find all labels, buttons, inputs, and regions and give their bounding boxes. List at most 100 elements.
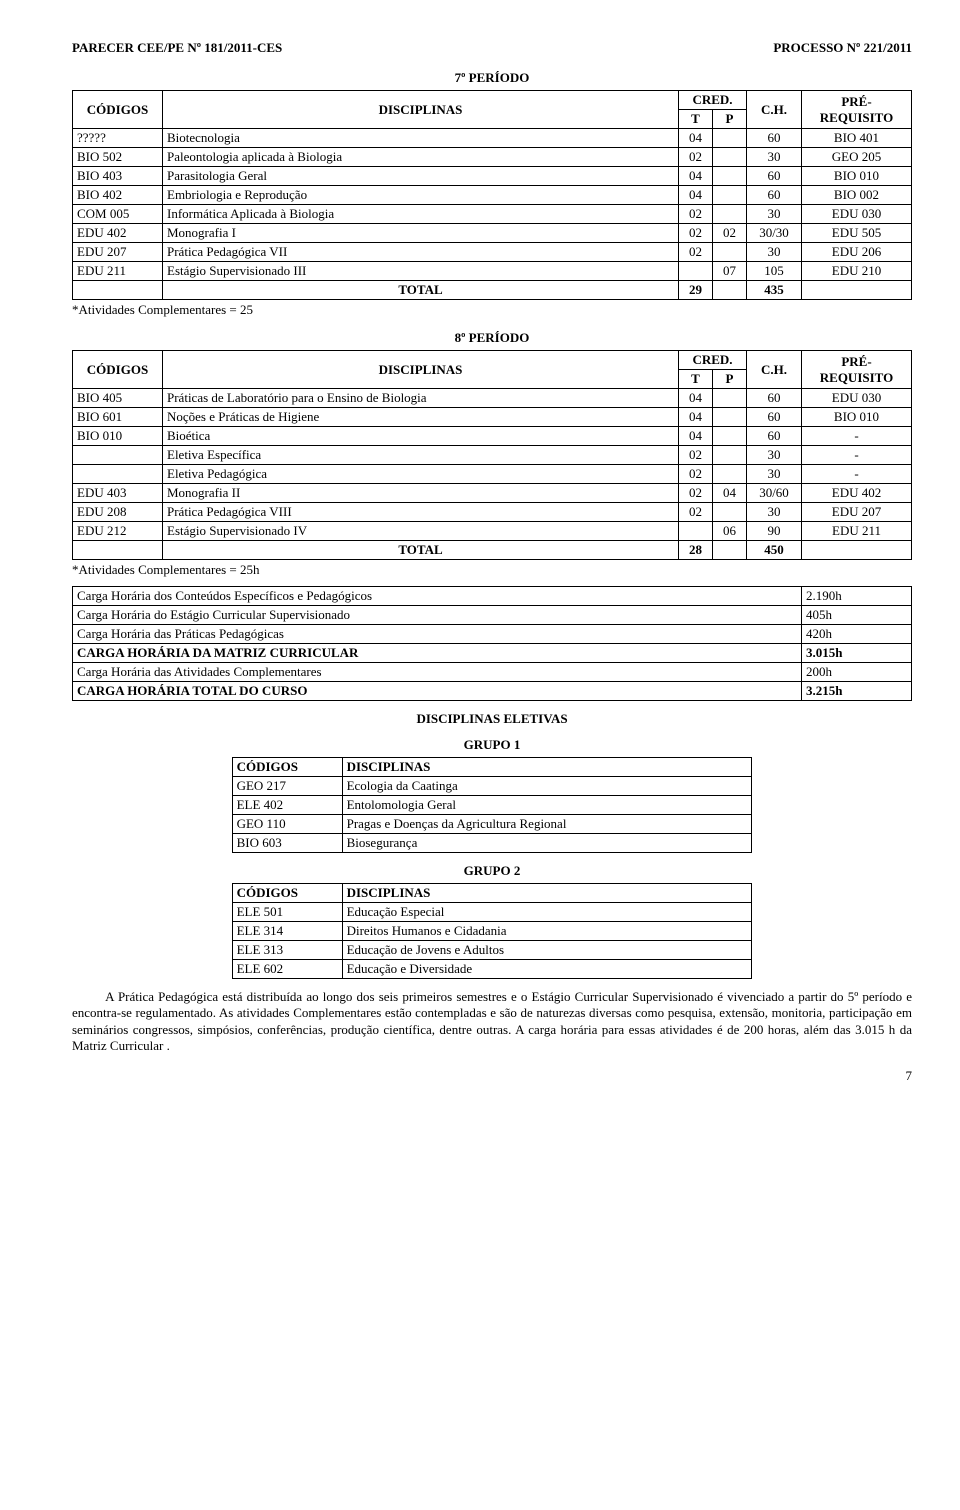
- cell-t: 02: [679, 484, 713, 503]
- table-row: BIO 502Paleontologia aplicada à Biologia…: [73, 148, 912, 167]
- cell-empty: [713, 281, 747, 300]
- cell-ch: 90: [747, 522, 802, 541]
- cell-empty: [802, 281, 912, 300]
- summary-row: Carga Horária das Práticas Pedagógicas42…: [73, 625, 912, 644]
- cell-total-label: TOTAL: [163, 281, 679, 300]
- cell-disc: Educação de Jovens e Adultos: [342, 941, 752, 960]
- table-row: Eletiva Pedagógica0230-: [73, 465, 912, 484]
- cell-p: [713, 186, 747, 205]
- cell-empty: [802, 541, 912, 560]
- th-disc: DISCIPLINAS: [342, 884, 752, 903]
- summary-label: CARGA HORÁRIA TOTAL DO CURSO: [73, 682, 802, 701]
- cell-ch: 60: [747, 408, 802, 427]
- table-row: Eletiva Específica0230-: [73, 446, 912, 465]
- cell-ch: 30: [747, 503, 802, 522]
- grupo1-title: GRUPO 1: [72, 737, 912, 753]
- cell-t: 04: [679, 129, 713, 148]
- cell-ch: 30: [747, 446, 802, 465]
- cell-cod: ?????: [73, 129, 163, 148]
- cell-p: [713, 465, 747, 484]
- group-row: ELE 501Educação Especial: [232, 903, 752, 922]
- cell-req: -: [802, 427, 912, 446]
- cell-req: EDU 030: [802, 205, 912, 224]
- cell-p: 02: [713, 224, 747, 243]
- cell-cod: BIO 601: [73, 408, 163, 427]
- cell-disc: Embriologia e Reprodução: [163, 186, 679, 205]
- cell-disc: Paleontologia aplicada à Biologia: [163, 148, 679, 167]
- cell-disc: Biotecnologia: [163, 129, 679, 148]
- cell-p: [713, 167, 747, 186]
- table-row: EDU 403Monografia II020430/60EDU 402: [73, 484, 912, 503]
- cell-cod: ELE 313: [232, 941, 342, 960]
- th-cred: CRED.: [679, 351, 747, 370]
- cell-p: [713, 148, 747, 167]
- page-header: PARECER CEE/PE Nº 181/2011-CES PROCESSO …: [72, 40, 912, 56]
- cell-cod: ELE 501: [232, 903, 342, 922]
- cell-req: BIO 002: [802, 186, 912, 205]
- table-row: EDU 211Estágio Supervisionado III07105ED…: [73, 262, 912, 281]
- cell-empty: [73, 541, 163, 560]
- summary-label: Carga Horária das Atividades Complementa…: [73, 663, 802, 682]
- cell-ch: 30/60: [747, 484, 802, 503]
- grupo1-table: CÓDIGOSDISCIPLINASGEO 217Ecologia da Caa…: [232, 757, 753, 853]
- cell-cod: BIO 402: [73, 186, 163, 205]
- cell-disc: Biosegurança: [342, 834, 752, 853]
- th-cod: CÓDIGOS: [232, 758, 342, 777]
- cell-p: [713, 503, 747, 522]
- cell-disc: Estágio Supervisionado III: [163, 262, 679, 281]
- period8-title: 8º PERÍODO: [72, 330, 912, 346]
- grupo2-table: CÓDIGOSDISCIPLINASELE 501Educação Especi…: [232, 883, 753, 979]
- summary-value: 3.015h: [802, 644, 912, 663]
- table-row: BIO 601Noções e Práticas de Higiene0460B…: [73, 408, 912, 427]
- cell-disc: Prática Pedagógica VIII: [163, 503, 679, 522]
- cell-p: [713, 446, 747, 465]
- summary-value: 200h: [802, 663, 912, 682]
- cell-empty: [73, 281, 163, 300]
- table-row: BIO 405Práticas de Laboratório para o En…: [73, 389, 912, 408]
- summary-row: CARGA HORÁRIA TOTAL DO CURSO3.215h: [73, 682, 912, 701]
- cell-p: 07: [713, 262, 747, 281]
- summary-row: Carga Horária dos Conteúdos Específicos …: [73, 587, 912, 606]
- summary-value: 3.215h: [802, 682, 912, 701]
- cell-p: [713, 389, 747, 408]
- cell-req: BIO 401: [802, 129, 912, 148]
- group-header-row: CÓDIGOSDISCIPLINAS: [232, 884, 752, 903]
- cell-t: 04: [679, 167, 713, 186]
- cell-t: 04: [679, 389, 713, 408]
- table-row: ?????Biotecnologia0460BIO 401: [73, 129, 912, 148]
- summary-label: Carga Horária do Estágio Curricular Supe…: [73, 606, 802, 625]
- th-p: P: [713, 370, 747, 389]
- cell-req: BIO 010: [802, 408, 912, 427]
- cell-ch: 30/30: [747, 224, 802, 243]
- header-left: PARECER CEE/PE Nº 181/2011-CES: [72, 40, 282, 56]
- cell-p: [713, 408, 747, 427]
- cell-t: 02: [679, 148, 713, 167]
- summary-value: 420h: [802, 625, 912, 644]
- cell-cod: BIO 403: [73, 167, 163, 186]
- summary-label: Carga Horária das Práticas Pedagógicas: [73, 625, 802, 644]
- cell-req: EDU 505: [802, 224, 912, 243]
- table-row: COM 005Informática Aplicada à Biologia02…: [73, 205, 912, 224]
- summary-label: CARGA HORÁRIA DA MATRIZ CURRICULAR: [73, 644, 802, 663]
- cell-cod: BIO 405: [73, 389, 163, 408]
- summary-label: Carga Horária dos Conteúdos Específicos …: [73, 587, 802, 606]
- cell-req: EDU 030: [802, 389, 912, 408]
- cell-req: GEO 205: [802, 148, 912, 167]
- th-disc: DISCIPLINAS: [342, 758, 752, 777]
- cell-disc: Direitos Humanos e Cidadania: [342, 922, 752, 941]
- cell-t: 04: [679, 408, 713, 427]
- cell-ch: 60: [747, 427, 802, 446]
- page-number: 7: [72, 1068, 912, 1084]
- table-row: EDU 212Estágio Supervisionado IV0690EDU …: [73, 522, 912, 541]
- cell-req: EDU 206: [802, 243, 912, 262]
- cell-disc: Bioética: [163, 427, 679, 446]
- cell-p: 04: [713, 484, 747, 503]
- table-row: BIO 403Parasitologia Geral0460BIO 010: [73, 167, 912, 186]
- period7-note: *Atividades Complementares = 25: [72, 302, 912, 318]
- cell-req: -: [802, 465, 912, 484]
- cell-cod: EDU 403: [73, 484, 163, 503]
- summary-row: Carga Horária das Atividades Complementa…: [73, 663, 912, 682]
- cell-disc: Eletiva Específica: [163, 446, 679, 465]
- cell-cod: [73, 446, 163, 465]
- group-row: ELE 402Entolomologia Geral: [232, 796, 752, 815]
